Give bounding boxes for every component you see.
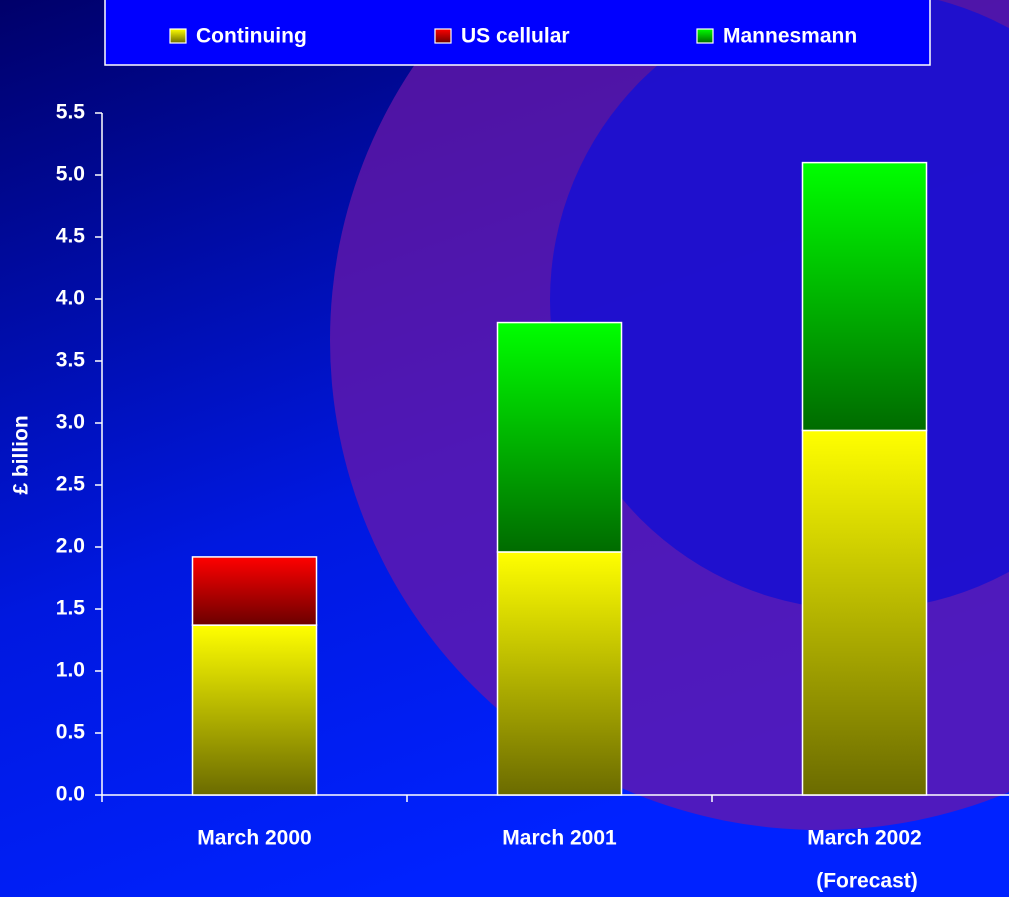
- legend-swatch: [696, 28, 714, 44]
- y-tick-label: 4.0: [56, 287, 85, 310]
- y-tick-label: 3.5: [56, 349, 86, 372]
- y-tick-label: 5.0: [56, 163, 85, 186]
- bar-segment: [191, 624, 318, 796]
- legend-box: [104, 0, 931, 66]
- annotation: (Forecast): [816, 870, 918, 893]
- legend-label: Continuing: [196, 25, 307, 48]
- x-tick-label: March 2001: [502, 827, 617, 850]
- y-tick-label: 2.0: [56, 535, 85, 558]
- y-tick-label: 0.0: [56, 783, 85, 806]
- y-tick-label: 4.5: [56, 225, 86, 248]
- x-tick-label: March 2000: [197, 827, 311, 850]
- x-tick-label: March 2002: [807, 827, 921, 850]
- y-tick-label: 3.0: [56, 411, 85, 434]
- bar-segment: [191, 556, 318, 626]
- y-axis-label: £ billion: [10, 415, 33, 494]
- legend-swatch: [169, 28, 187, 44]
- legend-swatch: [434, 28, 452, 44]
- bar-segment: [496, 551, 623, 796]
- bar-segment: [801, 429, 928, 796]
- bar-segment: [496, 321, 623, 553]
- legend-label: US cellular: [461, 25, 570, 48]
- legend-label: Mannesmann: [723, 25, 857, 48]
- y-tick-label: 0.5: [56, 721, 86, 744]
- y-tick-label: 1.5: [56, 597, 86, 620]
- bar-segment: [801, 161, 928, 432]
- y-tick-label: 5.5: [56, 101, 86, 124]
- y-tick-label: 2.5: [56, 473, 86, 496]
- y-tick-label: 1.0: [56, 659, 85, 682]
